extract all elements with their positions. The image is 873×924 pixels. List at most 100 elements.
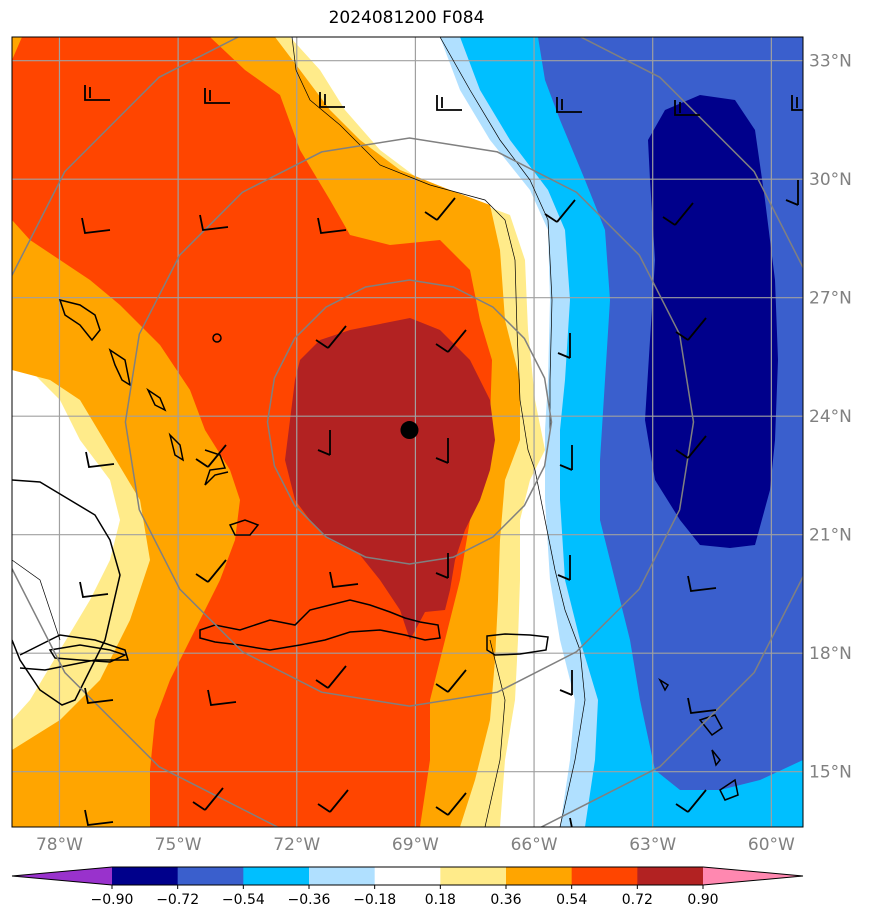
latitude-label: 33°N bbox=[809, 52, 852, 72]
puerto-rico-coast bbox=[486, 633, 549, 656]
colorbar-tick-label: −0.36 bbox=[288, 892, 331, 908]
latitude-label: 21°N bbox=[809, 526, 852, 546]
longitude-label: 60°W bbox=[748, 835, 795, 855]
wind-barb bbox=[435, 553, 449, 579]
wind-barb bbox=[675, 789, 707, 813]
colorbar-segment bbox=[112, 867, 179, 885]
colorbar-segment bbox=[243, 867, 310, 885]
lesser-antilles-3 bbox=[658, 677, 670, 692]
wind-barb bbox=[435, 329, 467, 353]
wind-barb bbox=[81, 217, 111, 234]
eez-boundary-4 bbox=[484, 639, 506, 827]
longitude-label: 69°W bbox=[392, 835, 439, 855]
wind-barb bbox=[315, 665, 347, 689]
wind-barbs bbox=[79, 85, 803, 827]
lesser-antilles-4 bbox=[711, 749, 721, 767]
longitude-label: 72°W bbox=[273, 835, 320, 855]
colorbar-extend-high bbox=[703, 867, 803, 885]
wind-barb bbox=[85, 451, 115, 468]
wind-barb bbox=[195, 444, 227, 468]
longitude-labels: 78°W 75°W 72°W 69°W 66°W 63°W 60°W bbox=[36, 835, 795, 855]
wind-barb bbox=[192, 787, 224, 811]
range-ring bbox=[124, 137, 695, 707]
map-frame bbox=[11, 36, 804, 828]
wind-barb bbox=[675, 435, 707, 459]
field-fill-navy bbox=[645, 95, 778, 548]
colorbar-tick-label: 0.72 bbox=[622, 892, 653, 908]
eez-boundary-2 bbox=[534, 469, 586, 827]
latitude-label: 18°N bbox=[809, 644, 852, 664]
wind-barb bbox=[687, 575, 717, 592]
wind-barb bbox=[317, 789, 349, 813]
wind-barb bbox=[569, 817, 573, 827]
cuba-east-coast bbox=[19, 634, 130, 671]
wind-barb bbox=[435, 438, 449, 464]
storm-center-marker bbox=[400, 421, 419, 440]
wind-barb bbox=[319, 92, 345, 108]
wind-barb bbox=[557, 555, 571, 581]
turks-caicos bbox=[228, 519, 260, 536]
wind-barb bbox=[785, 180, 799, 206]
range-ring bbox=[266, 279, 553, 565]
colorbar-segment bbox=[440, 867, 507, 885]
bahamas-islands-1 bbox=[58, 298, 101, 342]
wind-barb bbox=[317, 430, 331, 456]
latitude-labels: 33°N 30°N 27°N 24°N 21°N 18°N 15°N bbox=[809, 52, 852, 783]
wind-barb bbox=[79, 581, 109, 598]
florida-coast bbox=[12, 479, 121, 706]
colorbar-segment bbox=[571, 867, 638, 885]
wind-barb bbox=[791, 95, 803, 111]
longitude-label: 66°W bbox=[511, 835, 558, 855]
wind-barb bbox=[662, 202, 694, 226]
graticule bbox=[12, 37, 803, 827]
wind-barb bbox=[674, 100, 700, 116]
colorbar-tick-label: 0.54 bbox=[556, 892, 587, 908]
map-title: 2024081200 F084 bbox=[328, 8, 485, 28]
wind-barb bbox=[424, 197, 456, 221]
hispaniola-coast bbox=[199, 599, 441, 651]
wind-barb bbox=[84, 85, 110, 101]
maritime-boundaries bbox=[12, 37, 586, 827]
colorbar-extend-low bbox=[12, 867, 112, 885]
bahamas-islands-4 bbox=[168, 432, 185, 462]
wind-barb bbox=[317, 217, 347, 234]
colorbar-segment bbox=[637, 867, 704, 885]
eez-boundary-1 bbox=[291, 37, 536, 471]
wind-barb bbox=[329, 571, 359, 588]
latitude-label: 27°N bbox=[809, 289, 852, 309]
longitude-label: 78°W bbox=[36, 835, 83, 855]
wind-barb bbox=[207, 689, 237, 706]
colorbar-segment bbox=[177, 867, 244, 885]
colorbar-segment bbox=[374, 867, 441, 885]
wind-barb bbox=[559, 670, 573, 696]
wind-barb bbox=[435, 792, 467, 816]
colorbar-segment bbox=[506, 867, 573, 885]
latitude-label: 15°N bbox=[809, 763, 852, 783]
wind-barb bbox=[559, 445, 573, 471]
wind-barb bbox=[687, 697, 717, 714]
wind-barb bbox=[204, 88, 230, 104]
map-area bbox=[12, 37, 803, 827]
range-rings bbox=[12, 37, 803, 827]
wind-barb bbox=[544, 199, 576, 223]
field-fill-red-orange bbox=[12, 37, 492, 827]
longitude-label: 63°W bbox=[629, 835, 676, 855]
wind-barb bbox=[557, 333, 571, 359]
eez-boundary-3 bbox=[439, 37, 553, 430]
colorbar-segment bbox=[309, 867, 376, 885]
bahamas-islands-2 bbox=[108, 348, 132, 387]
wind-barb bbox=[84, 687, 114, 704]
latitude-label: 24°N bbox=[809, 407, 852, 427]
colorbar-tick-label: 0.36 bbox=[490, 892, 521, 908]
longitude-label: 75°W bbox=[155, 835, 202, 855]
range-ring bbox=[12, 37, 803, 827]
wind-barb bbox=[199, 214, 229, 231]
bahamas-islands-5 bbox=[204, 449, 229, 486]
colorbar-tick-label: −0.90 bbox=[91, 892, 134, 908]
wind-barb bbox=[556, 97, 582, 113]
eez-boundary-5 bbox=[12, 559, 61, 641]
colorbar-tick-label: −0.54 bbox=[222, 892, 265, 908]
wind-barb bbox=[436, 95, 462, 111]
colorbar: −0.90 −0.72 −0.54 −0.36 −0.18 0.18 0.36 0.54 0.7… bbox=[11, 866, 804, 908]
colorbar-tick-label: −0.18 bbox=[353, 892, 396, 908]
